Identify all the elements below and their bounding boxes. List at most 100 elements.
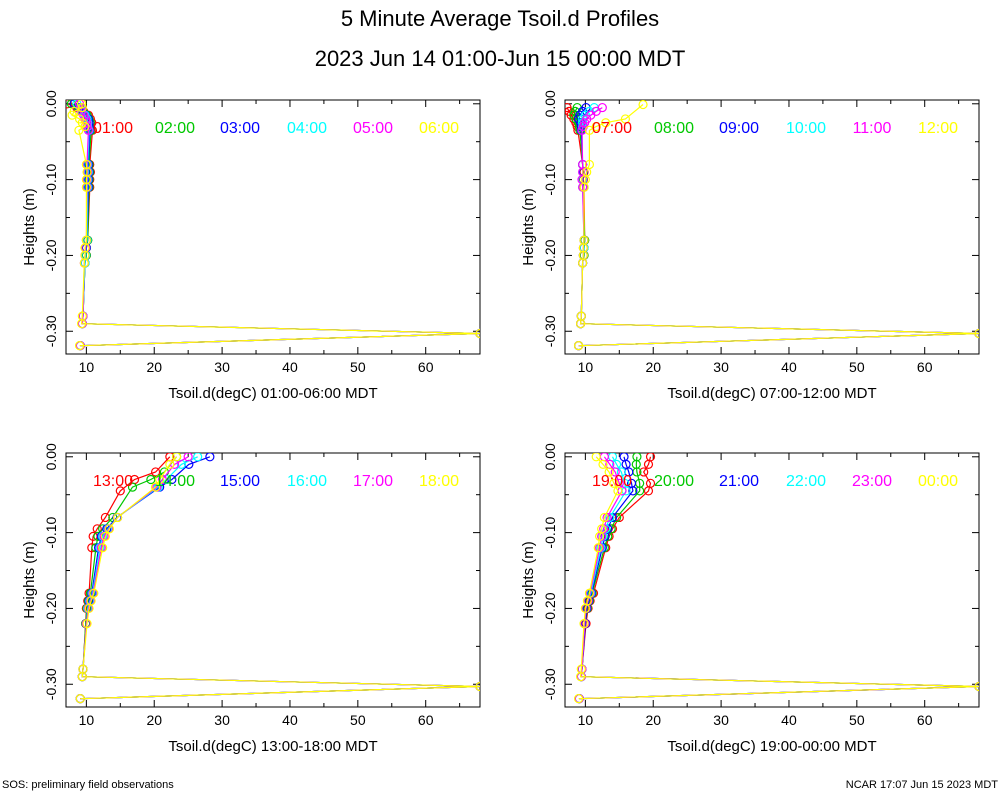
series-line-1100 [578, 107, 979, 347]
legend-label: 09:00 [719, 120, 759, 137]
data-point [66, 100, 72, 109]
chart-panel-3: 10 20 30 40 50 60 0.00 -0.10 -0.20 -0.30 Tsoil.d(d… [21, 443, 481, 755]
x-tick-label: 20 [645, 712, 661, 728]
x-tick-label: 30 [713, 712, 729, 728]
data-point [643, 459, 654, 469]
y-tick-label: 0.00 [542, 90, 558, 117]
y-tick-label: -0.10 [542, 516, 558, 548]
legend-label: 13:00 [93, 473, 133, 490]
y-tick-label: -0.20 [542, 592, 558, 624]
data-point [104, 524, 115, 534]
legend-label: 17:00 [353, 473, 393, 490]
legend-label: 03:00 [220, 120, 260, 137]
legend-label: 01:00 [93, 120, 133, 137]
data-point [77, 319, 87, 329]
series-line-0800 [573, 107, 979, 347]
figure-title: 5 Minute Average Tsoil.d Profiles [341, 6, 659, 31]
data-point [628, 486, 638, 496]
data-point [643, 486, 654, 496]
legend-label: 18:00 [419, 473, 459, 490]
legend-label: 15:00 [220, 473, 260, 490]
chart-panel-1: 10 20 30 40 50 60 0.00 -0.10 -0.20 -0.30 Tsoil.d(d… [21, 90, 481, 402]
data-point [639, 467, 649, 477]
legend-label: 08:00 [654, 120, 694, 137]
x-tick-label: 30 [214, 712, 230, 728]
data-point [620, 114, 631, 124]
data-point [607, 453, 618, 462]
x-tick-label: 50 [350, 712, 366, 728]
x-tick-label: 20 [645, 359, 661, 375]
legend-label: 21:00 [719, 473, 759, 490]
x-tick-label: 10 [578, 359, 594, 375]
data-point [584, 125, 595, 135]
chart-panel-2: 10 20 30 40 50 60 0.00 -0.10 -0.20 -0.30 Tsoil.d(d… [520, 90, 980, 402]
y-tick-label: 0.00 [43, 443, 59, 470]
data-point [638, 100, 648, 110]
series-line-0500 [79, 103, 480, 347]
data-point [205, 453, 215, 462]
data-point [579, 182, 589, 192]
figure-subtitle: 2023 Jun 14 01:00-Jun 15 00:00 MDT [315, 46, 686, 71]
footer-left-note: SOS: preliminary field observations [2, 779, 174, 791]
data-point [167, 474, 177, 485]
data-point [98, 543, 108, 553]
series-line-2100 [579, 456, 979, 700]
plot-frame [65, 99, 481, 355]
plot-area [66, 100, 480, 351]
legend-label: 07:00 [592, 120, 632, 137]
x-tick-label: 20 [146, 359, 162, 375]
plot-frame [564, 452, 980, 708]
data-point [146, 474, 156, 485]
legend-label: 11:00 [853, 120, 892, 137]
series-line-1700 [80, 456, 480, 700]
data-point [599, 453, 609, 462]
series-line-0300 [73, 103, 480, 347]
data-point [578, 258, 588, 268]
chart-panel-4: 10 20 30 40 50 60 0.00 -0.10 -0.20 -0.30 Tsoil.d(d… [520, 443, 980, 755]
series-line-1900 [579, 456, 979, 700]
series-line-1500 [80, 456, 480, 700]
data-point [635, 486, 645, 496]
data-point [74, 125, 84, 135]
y-tick-label: -0.20 [43, 239, 59, 271]
series-line-0600 [71, 103, 480, 347]
series-line-1200 [578, 104, 979, 347]
footer-right-note: NCAR 17:07 Jun 15 2023 MDT [846, 779, 999, 791]
data-point [475, 681, 480, 692]
x-tick-label: 50 [849, 712, 865, 728]
legend-label: 06:00 [419, 120, 459, 137]
legend-label: 22:00 [786, 473, 826, 490]
data-point [75, 694, 85, 704]
plot-frame [564, 99, 980, 355]
x-tick-label: 40 [781, 359, 797, 375]
y-tick-label: -0.10 [43, 516, 59, 548]
data-point [165, 459, 175, 469]
data-point [609, 478, 619, 488]
data-point [193, 453, 203, 462]
y-axis-label: Heights (m) [520, 188, 537, 266]
data-point [610, 467, 620, 477]
data-point [100, 531, 110, 542]
data-point [616, 467, 626, 477]
series-line-1400 [80, 456, 480, 700]
series-line-0100 [67, 103, 480, 347]
data-point [591, 121, 601, 132]
series-line-1300 [80, 456, 480, 700]
x-tick-label: 40 [282, 359, 298, 375]
y-axis-label: Heights (m) [21, 188, 38, 266]
x-tick-label: 10 [79, 359, 95, 375]
data-point [82, 618, 92, 629]
data-point [81, 182, 91, 192]
plot-frame [65, 452, 481, 708]
series-line-0400 [76, 103, 480, 347]
data-point [84, 603, 94, 614]
data-point [613, 486, 623, 496]
chart-panels: 10 20 30 40 50 60 0.00 -0.10 -0.20 -0.30 Tsoil.d(d… [21, 90, 980, 755]
x-tick-label: 40 [282, 712, 298, 728]
data-point [593, 543, 603, 553]
data-point [573, 694, 584, 704]
legend-label: 20:00 [654, 473, 694, 490]
data-point [580, 603, 590, 614]
x-tick-label: 60 [917, 359, 933, 375]
